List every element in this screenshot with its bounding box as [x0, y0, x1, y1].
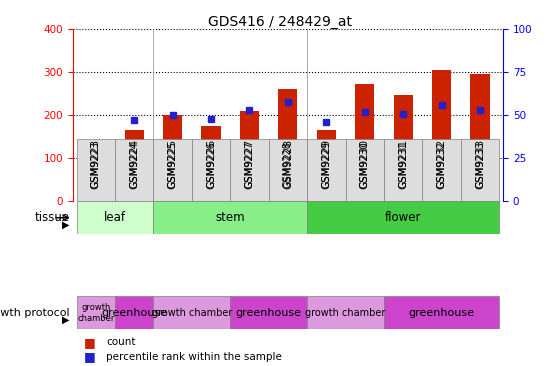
Bar — [345, 139, 384, 201]
Text: GSM9233: GSM9233 — [475, 139, 485, 189]
Text: GSM9227: GSM9227 — [244, 139, 254, 189]
Bar — [153, 296, 230, 329]
Text: GSM9226: GSM9226 — [206, 139, 216, 189]
Text: GSM9233: GSM9233 — [475, 141, 485, 188]
Bar — [317, 130, 336, 201]
Text: GSM9224: GSM9224 — [129, 139, 139, 189]
Bar — [163, 115, 182, 201]
Bar — [355, 84, 375, 201]
Bar — [384, 296, 499, 329]
Text: GSM9230: GSM9230 — [360, 139, 369, 189]
Bar — [432, 70, 451, 201]
Text: tissue: tissue — [35, 211, 70, 224]
Bar — [77, 201, 153, 234]
Bar — [307, 139, 345, 201]
Text: GSM9226: GSM9226 — [206, 141, 216, 188]
Text: GSM9228: GSM9228 — [283, 141, 293, 188]
Text: growth protocol: growth protocol — [0, 308, 70, 318]
Bar — [153, 139, 192, 201]
Text: GSM9225: GSM9225 — [168, 141, 178, 188]
Text: GSM9230: GSM9230 — [360, 141, 369, 188]
Text: percentile rank within the sample: percentile rank within the sample — [106, 352, 282, 362]
Text: GSM9231: GSM9231 — [398, 139, 408, 189]
Bar — [77, 296, 115, 329]
Text: GSM9231: GSM9231 — [398, 141, 408, 188]
Text: stem: stem — [215, 211, 245, 224]
Bar — [230, 139, 269, 201]
Bar — [471, 74, 490, 201]
Text: GSM9228: GSM9228 — [283, 139, 293, 189]
Bar — [394, 95, 413, 201]
Text: growth
chamber: growth chamber — [77, 303, 115, 323]
Bar — [115, 139, 153, 201]
Text: greenhouse: greenhouse — [101, 308, 167, 318]
Bar — [384, 139, 423, 201]
Bar — [230, 296, 307, 329]
Text: leaf: leaf — [104, 211, 126, 224]
Bar — [423, 139, 461, 201]
Text: count: count — [106, 337, 136, 347]
Text: GDS416 / 248429_at: GDS416 / 248429_at — [207, 15, 352, 29]
Bar — [201, 126, 221, 201]
Text: ■: ■ — [84, 350, 96, 363]
Bar — [77, 139, 115, 201]
Bar — [125, 130, 144, 201]
Bar — [461, 139, 499, 201]
Bar — [269, 139, 307, 201]
Text: ▶: ▶ — [63, 219, 70, 229]
Bar — [153, 201, 307, 234]
Bar — [307, 296, 384, 329]
Bar — [278, 89, 297, 201]
Bar — [86, 160, 105, 201]
Text: greenhouse: greenhouse — [409, 308, 475, 318]
Bar — [307, 201, 499, 234]
Bar — [192, 139, 230, 201]
Text: GSM9223: GSM9223 — [91, 141, 101, 188]
Bar — [240, 111, 259, 201]
Text: GSM9229: GSM9229 — [321, 139, 331, 189]
Text: GSM9232: GSM9232 — [437, 139, 447, 189]
Text: greenhouse: greenhouse — [236, 308, 302, 318]
Text: GSM9232: GSM9232 — [437, 141, 447, 188]
Bar — [115, 296, 153, 329]
Text: GSM9224: GSM9224 — [129, 141, 139, 188]
Text: GSM9223: GSM9223 — [91, 139, 101, 189]
Text: growth chamber: growth chamber — [151, 308, 232, 318]
Text: GSM9225: GSM9225 — [168, 139, 178, 189]
Text: ■: ■ — [84, 336, 96, 349]
Text: GSM9227: GSM9227 — [244, 141, 254, 188]
Text: growth chamber: growth chamber — [305, 308, 386, 318]
Text: GSM9229: GSM9229 — [321, 141, 331, 188]
Text: ▶: ▶ — [63, 314, 70, 325]
Text: flower: flower — [385, 211, 421, 224]
